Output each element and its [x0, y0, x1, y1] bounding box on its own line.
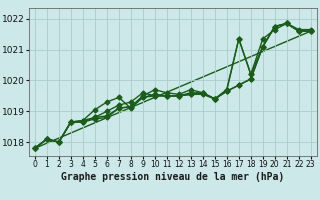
X-axis label: Graphe pression niveau de la mer (hPa): Graphe pression niveau de la mer (hPa) [61, 172, 284, 182]
